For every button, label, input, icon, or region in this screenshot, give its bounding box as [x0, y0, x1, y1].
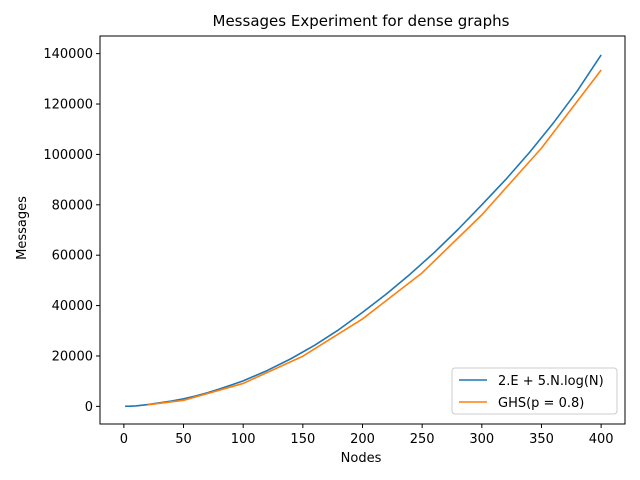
x-axis-label: Nodes	[341, 451, 382, 466]
x-tick-label: 150	[290, 432, 315, 447]
y-axis-label: Messages	[15, 196, 30, 260]
y-tick-label: 60000	[52, 249, 93, 264]
chart-title: Messages Experiment for dense graphs	[213, 12, 510, 30]
x-tick-label: 300	[469, 432, 494, 447]
y-tick-label: 100000	[43, 148, 93, 163]
series-line-2	[147, 69, 602, 406]
legend: 2.E + 5.N.log(N) GHS(p = 0.8)	[451, 367, 618, 415]
y-tick-label: 120000	[43, 98, 93, 113]
series-line-1	[125, 54, 602, 408]
y-axis-ticks: 0 20000 40000 60000 80000 100000 120000 140000	[43, 47, 100, 415]
x-tick-label: 250	[410, 432, 435, 447]
x-axis-ticks: 0 50 100 150 200 250 300 350 400	[120, 424, 614, 447]
legend-label-series-2: GHS(p = 0.8)	[498, 396, 584, 411]
legend-box	[451, 367, 618, 415]
y-tick-label: 80000	[52, 198, 93, 213]
y-tick-label: 40000	[52, 299, 93, 314]
plot-frame	[99, 35, 626, 425]
x-tick-label: 200	[350, 432, 375, 447]
x-tick-label: 350	[529, 432, 554, 447]
x-tick-label: 100	[231, 432, 256, 447]
y-tick-label: 20000	[52, 349, 93, 364]
legend-label-series-1: 2.E + 5.N.log(N)	[498, 374, 604, 389]
plot-lines	[125, 54, 602, 408]
x-tick-label: 50	[175, 432, 192, 447]
x-tick-label: 0	[120, 432, 128, 447]
y-tick-label: 140000	[43, 47, 93, 62]
x-tick-label: 400	[589, 432, 614, 447]
y-tick-label: 0	[85, 400, 93, 415]
